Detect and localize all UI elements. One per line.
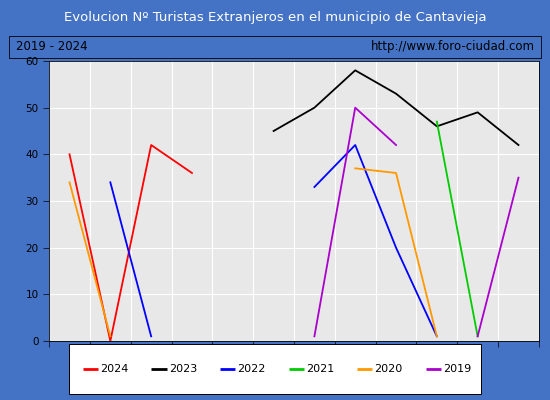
Text: http://www.foro-ciudad.com: http://www.foro-ciudad.com [371, 40, 535, 54]
Text: 2019: 2019 [443, 364, 471, 374]
Text: 2022: 2022 [237, 364, 266, 374]
Text: 2019 - 2024: 2019 - 2024 [15, 40, 87, 54]
Text: 2020: 2020 [375, 364, 403, 374]
Text: 2023: 2023 [169, 364, 197, 374]
Text: Evolucion Nº Turistas Extranjeros en el municipio de Cantavieja: Evolucion Nº Turistas Extranjeros en el … [64, 12, 486, 24]
Text: 2021: 2021 [306, 364, 334, 374]
Text: 2024: 2024 [100, 364, 128, 374]
